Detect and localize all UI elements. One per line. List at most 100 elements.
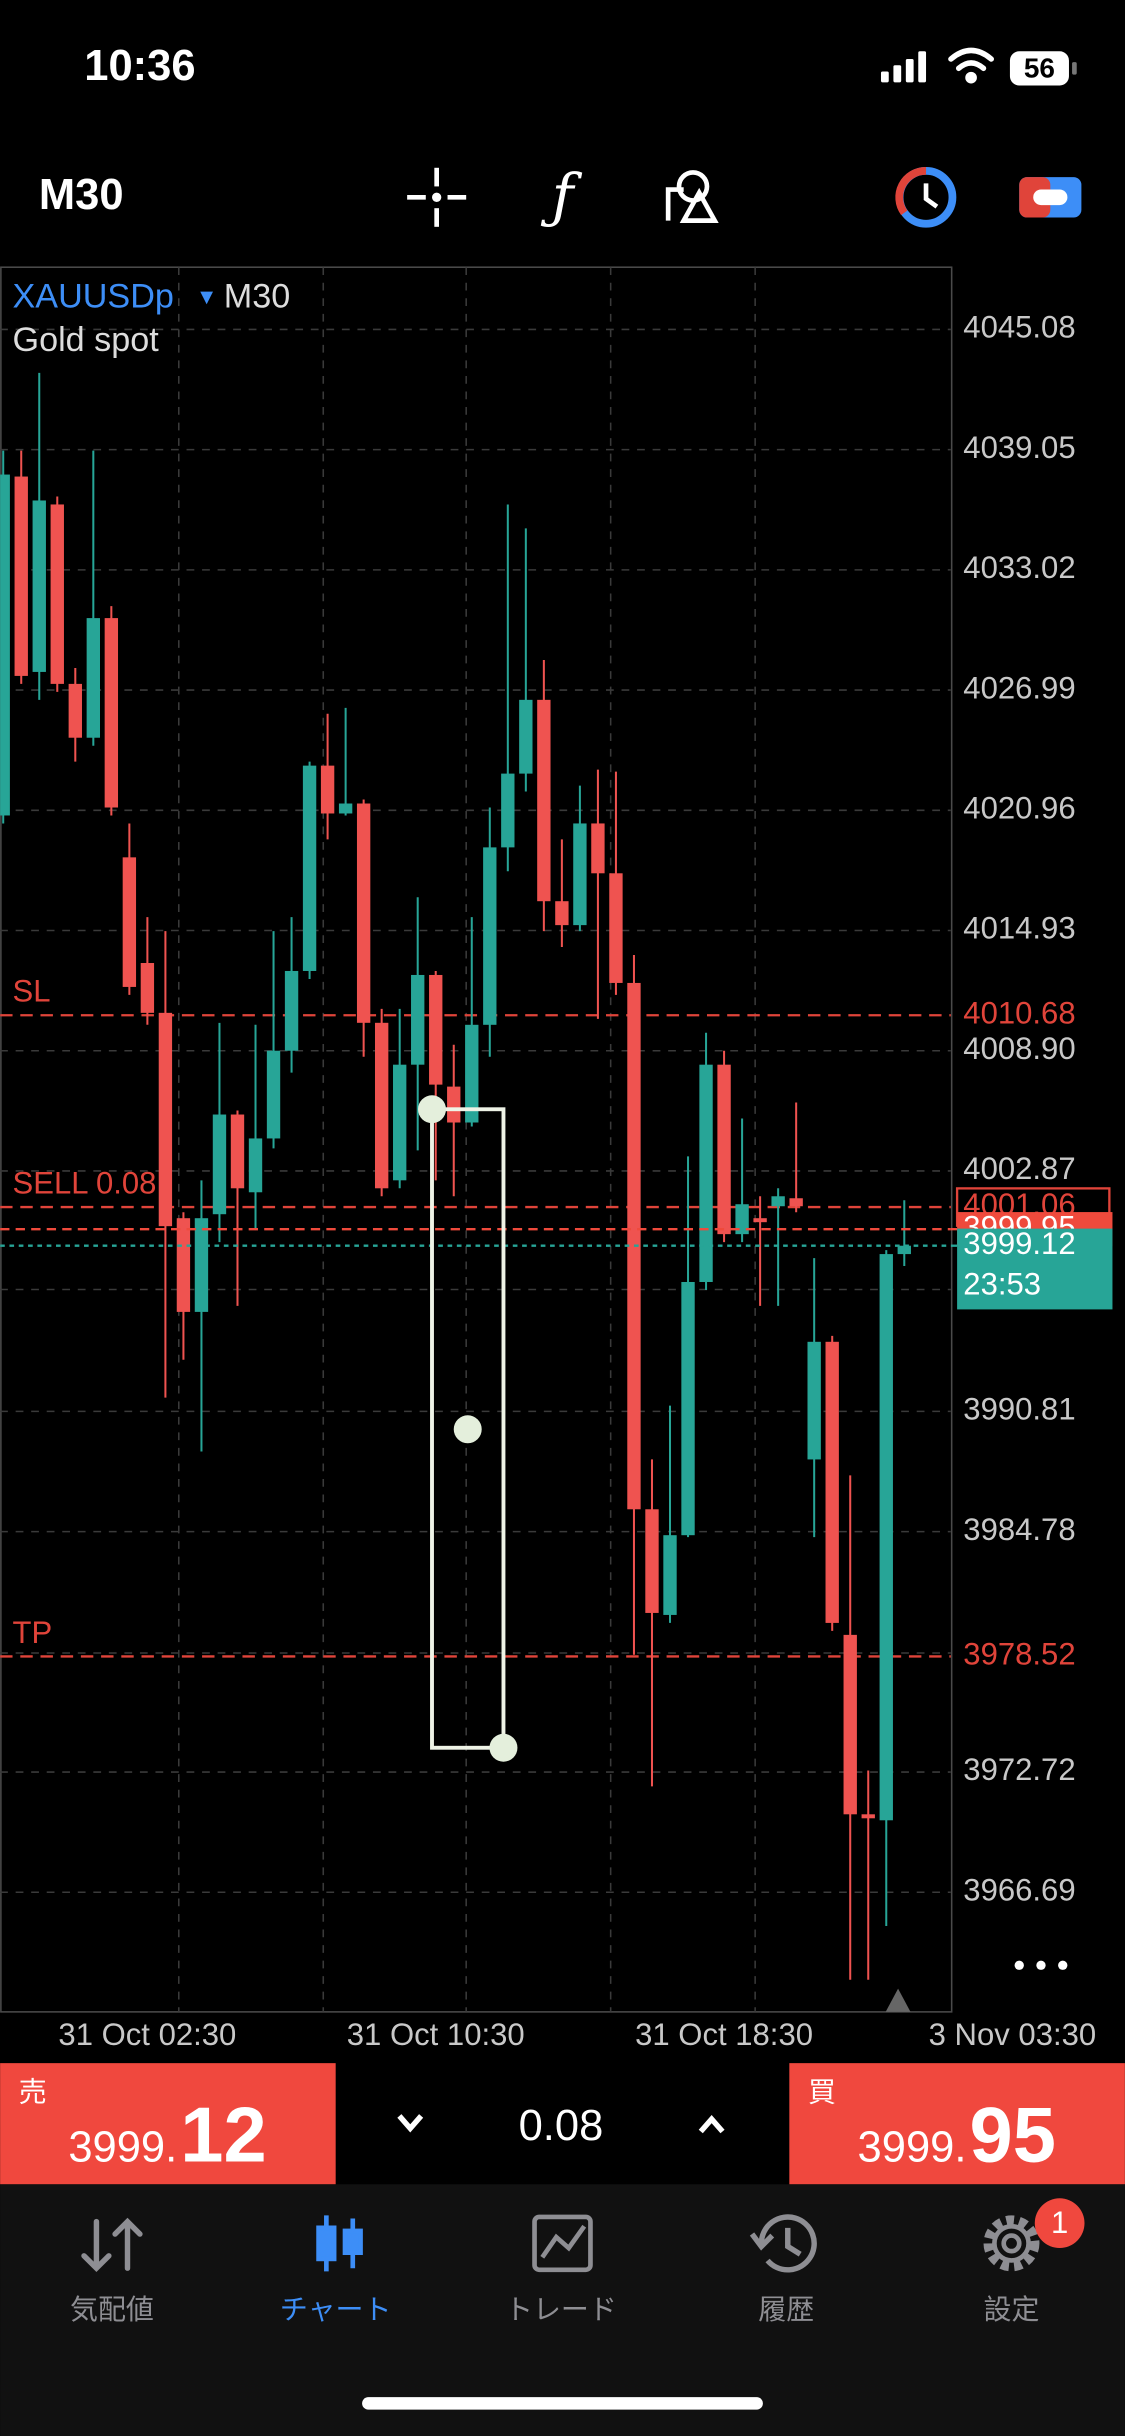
- countdown: 23:53: [963, 1266, 1041, 1301]
- trade-signals-button[interactable]: [895, 167, 957, 228]
- signal-icon: [880, 51, 927, 83]
- x-tick-label: 31 Oct 18:30: [635, 2017, 813, 2052]
- volume-down[interactable]: [397, 2114, 424, 2133]
- candle-body: [645, 1509, 659, 1613]
- y-tick-label: 4002.87: [963, 1151, 1075, 1186]
- candle-body: [158, 1012, 173, 1227]
- tab-trade[interactable]: トレード: [505, 2294, 617, 2325]
- buy-button[interactable]: [789, 2063, 1125, 2185]
- volume-up[interactable]: [698, 2114, 725, 2134]
- level-label: SL: [13, 974, 51, 1009]
- measure-tool[interactable]: [418, 1095, 518, 1762]
- candle-body: [32, 500, 46, 672]
- scroll-marker: [885, 1988, 911, 2012]
- candle-body: [663, 1535, 677, 1615]
- y-tick-label: 4045.08: [963, 310, 1075, 345]
- symbol-description: Gold spot: [13, 321, 160, 359]
- candle-body: [537, 699, 551, 902]
- x-tick-label: 31 Oct 10:30: [347, 2017, 525, 2052]
- symbol-dropdown[interactable]: ▼: [196, 284, 218, 309]
- volume[interactable]: 0.08: [519, 2102, 604, 2150]
- candle-body: [140, 963, 155, 1013]
- candle-body: [374, 1022, 389, 1189]
- candle-body: [393, 1064, 407, 1181]
- buy-price: 3999.: [858, 2124, 967, 2172]
- clock: 10:36: [84, 42, 195, 90]
- candle-body: [429, 974, 443, 1085]
- candle-body: [879, 1254, 893, 1821]
- badge-count: 1: [1051, 2205, 1068, 2240]
- indicators-button[interactable]: ƒ: [541, 161, 583, 230]
- candle-body: [681, 1281, 695, 1536]
- x-tick-label: 31 Oct 02:30: [58, 2017, 236, 2052]
- history-icon: [749, 2214, 817, 2273]
- candle-body: [194, 1218, 209, 1312]
- y-tick-label: 3984.78: [963, 1512, 1075, 1547]
- y-tick-label: 4026.99: [963, 670, 1075, 705]
- chart-frame: [0, 266, 953, 2013]
- level-price: 4010.68: [963, 995, 1075, 1030]
- battery: [1009, 51, 1069, 86]
- candle-body: [320, 765, 335, 814]
- sell-label: 売: [19, 2077, 47, 2108]
- y-tick-label: 4039.05: [963, 430, 1075, 465]
- candle-body: [338, 803, 353, 814]
- candle-body: [753, 1218, 767, 1223]
- battery-tip: [1072, 62, 1077, 75]
- trade-icon: [532, 2214, 593, 2273]
- candle-body: [68, 683, 82, 738]
- objects-button[interactable]: [665, 170, 719, 223]
- time-axis: 31 Oct 02:30 31 Oct 10:30 31 Oct 18:30 3 No…: [58, 2017, 1096, 2052]
- candle-body: [609, 873, 623, 983]
- candle-body: [483, 847, 497, 1025]
- candle-body: [861, 1814, 875, 1819]
- more-button[interactable]: [1014, 1960, 1068, 1970]
- quotes-icon: [81, 2217, 143, 2273]
- plot-area: [0, 328, 951, 1980]
- candle-body: [122, 857, 137, 987]
- candle-body: [266, 1050, 281, 1139]
- price-label: 3999.12: [963, 1226, 1075, 1261]
- battery-level: 56: [1024, 52, 1055, 83]
- buy-pips: 95: [970, 2092, 1056, 2178]
- y-tick-label: 3966.69: [963, 1872, 1075, 1907]
- crosshair-button[interactable]: [407, 167, 467, 227]
- candle-body: [825, 1341, 839, 1623]
- candle-body: [735, 1204, 749, 1235]
- candle-body: [284, 970, 299, 1051]
- tab-settings[interactable]: 設定: [984, 2294, 1040, 2325]
- candle-body: [807, 1341, 821, 1460]
- sell-pips: 12: [180, 2092, 266, 2178]
- tab-quotes[interactable]: 気配値: [70, 2294, 154, 2325]
- x-tick-label: 3 Nov 03:30: [929, 2017, 1097, 2052]
- timeframe-button[interactable]: M30: [39, 171, 124, 219]
- y-tick-label: 4014.93: [963, 911, 1075, 946]
- y-tick-label: 4008.90: [963, 1031, 1075, 1066]
- level-label: SELL 0.08: [13, 1165, 157, 1200]
- tab-history[interactable]: 履歴: [758, 2294, 814, 2325]
- candle-body: [176, 1218, 191, 1312]
- sell-price: 3999.: [68, 2124, 177, 2172]
- candle-body: [230, 1114, 245, 1189]
- level-price: 3978.52: [963, 1637, 1075, 1672]
- candle-body: [897, 1245, 911, 1255]
- chart-icon: [316, 2215, 363, 2272]
- y-tick-label: 3972.72: [963, 1752, 1075, 1787]
- candle-body: [447, 1086, 461, 1123]
- candle-body: [465, 1024, 479, 1123]
- candle-body: [789, 1198, 803, 1207]
- candle-body: [843, 1634, 857, 1815]
- sell-button[interactable]: [0, 2063, 336, 2185]
- candle-body: [699, 1064, 713, 1282]
- tab-chart[interactable]: チャート: [280, 2294, 392, 2325]
- candle-body: [771, 1196, 785, 1207]
- candle-body: [50, 504, 64, 684]
- chart-timeframe: M30: [224, 277, 290, 315]
- tab-bar: [0, 2184, 1125, 2436]
- one-click-button[interactable]: [1019, 177, 1082, 218]
- home-indicator: [362, 2397, 763, 2410]
- symbol[interactable]: XAUUSDp: [13, 277, 174, 315]
- level-label: TP: [13, 1615, 53, 1650]
